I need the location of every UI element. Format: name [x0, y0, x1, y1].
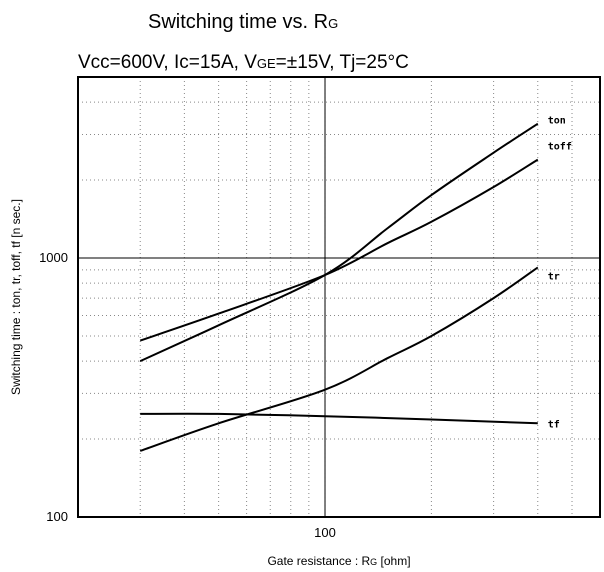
series-labels: ton toff tr tf: [548, 116, 572, 431]
series-label-ton: ton: [548, 116, 566, 127]
x-axis-label-subscript: G: [370, 557, 377, 567]
plot-area: ton toff tr tf 100 100 1000: [39, 76, 601, 540]
series-label-tr: tr: [548, 271, 560, 282]
series-group: [139, 122, 539, 452]
y-axis-label: Switching time : ton, tr, toff, tf [n se…: [9, 199, 23, 395]
y-tick-label: 100: [46, 509, 68, 524]
x-tick-label: 100: [314, 525, 336, 540]
x-axis-label: Gate resistance : RG [ohm]: [267, 554, 410, 568]
series-label-tf: tf: [548, 419, 560, 430]
chart-subtitle: Vcc=600V, Ic=15A, VGE=±15V, Tj=25°C: [78, 52, 409, 73]
chart-title-subscript: G: [328, 16, 338, 31]
series-line-ton: [139, 122, 539, 363]
ticks: 100 100 1000: [39, 250, 336, 540]
y-tick-label: 1000: [39, 250, 68, 265]
chart-title: Switching time vs. RG: [148, 11, 338, 33]
series-line-toff: [139, 158, 539, 342]
plot-frame: [77, 76, 601, 518]
series-line-tr: [139, 266, 539, 452]
series-line-tf: [140, 412, 538, 425]
reference-lines: [78, 77, 600, 517]
grid: [78, 77, 600, 517]
series-label-toff: toff: [548, 142, 572, 153]
